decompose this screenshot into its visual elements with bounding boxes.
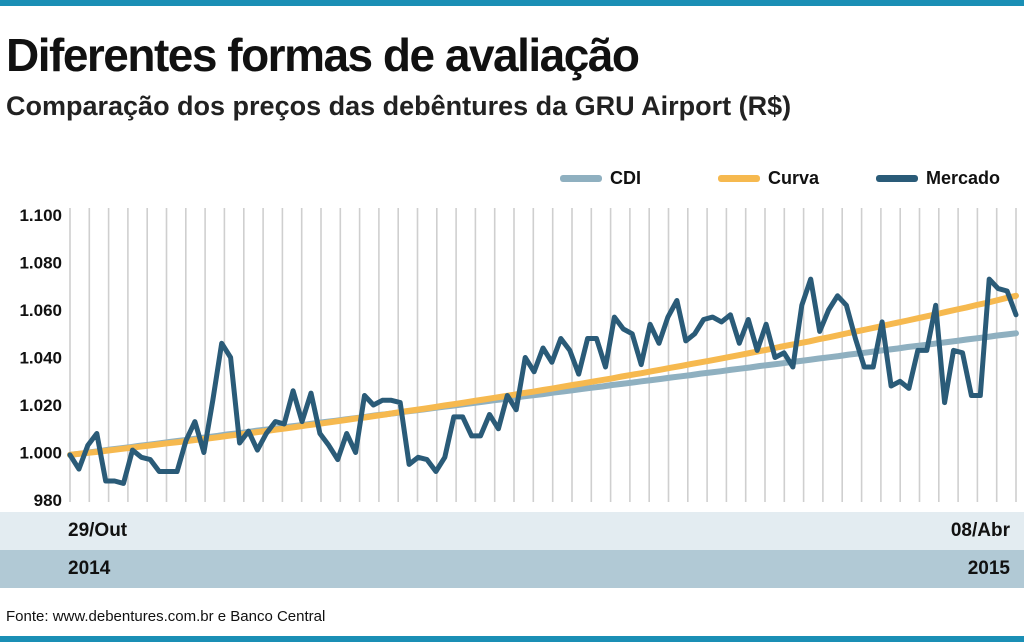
- y-tick-label: 1.000: [19, 444, 62, 463]
- y-tick-label: 1.080: [19, 254, 62, 273]
- legend-label-curva: Curva: [768, 167, 820, 188]
- start-year-label: 2014: [68, 558, 111, 579]
- legend-swatch-mercado: [876, 174, 918, 182]
- chart-title: Diferentes formas de avaliação: [6, 29, 640, 81]
- legend-label-cdi: CDI: [610, 167, 641, 188]
- date-band: 29/Out 08/Abr: [0, 512, 1024, 550]
- legend-item-curva: Curva: [718, 166, 819, 190]
- chart-series: [67, 276, 1019, 486]
- y-tick-label: 1.100: [19, 206, 62, 225]
- y-axis-ticks: 980 1.000 1.020 1.040 1.060 1.080 1.100: [19, 206, 62, 510]
- end-date-label: 08/Abr: [950, 520, 1010, 541]
- y-tick-label: 1.020: [19, 396, 62, 415]
- line-chart: 980 1.000 1.020 1.040 1.060 1.080 1.100: [19, 206, 1019, 510]
- chart-subtitle: Comparação dos preços das debêntures da …: [6, 91, 792, 121]
- year-band: 2014 2015: [0, 550, 1024, 588]
- series-line-curva: [67, 292, 1019, 458]
- top-accent-bar: [0, 0, 1024, 6]
- start-date-label: 29/Out: [68, 520, 128, 541]
- source-note: Fonte: www.debentures.com.br e Banco Cen…: [6, 608, 326, 625]
- legend-item-mercado: Mercado: [876, 166, 1000, 190]
- y-tick-label: 1.040: [19, 349, 62, 368]
- bottom-accent-bar: [0, 636, 1024, 642]
- legend-label-mercado: Mercado: [926, 167, 1001, 188]
- legend-swatch-curva: [718, 174, 760, 182]
- legend-item-cdi: CDI: [560, 166, 641, 190]
- legend-swatch-cdi: [560, 174, 602, 182]
- series-line-mercado: [67, 276, 1019, 486]
- end-year-label: 2015: [967, 558, 1010, 579]
- y-tick-label: 1.060: [19, 301, 62, 320]
- y-tick-label: 980: [34, 491, 62, 510]
